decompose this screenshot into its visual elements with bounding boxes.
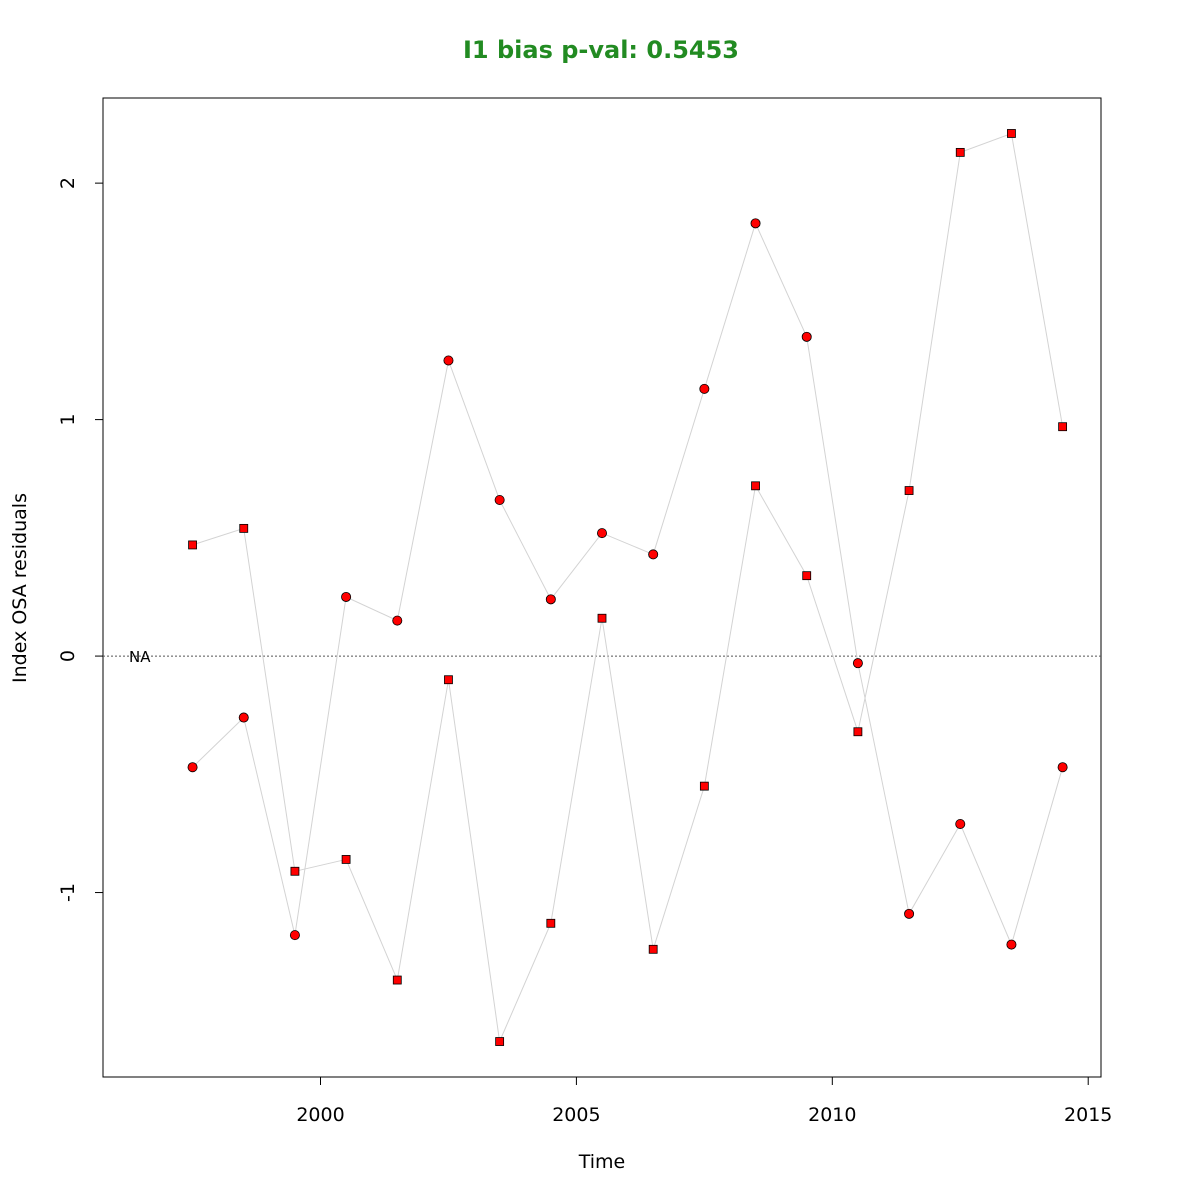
- x-tick-label: 2005: [552, 1104, 600, 1126]
- data-point-circle: [341, 591, 352, 602]
- x-tick-label: 2010: [808, 1104, 856, 1126]
- connector-lines: [192, 132, 1064, 1044]
- data-point-square: [495, 1037, 505, 1046]
- data-point-circle: [852, 658, 863, 669]
- data-point-circle: [494, 495, 505, 506]
- data-point-square: [1007, 129, 1016, 138]
- data-point-square: [290, 866, 300, 876]
- y-tick-label: 1: [57, 414, 79, 426]
- y-axis-label: Index OSA residuals: [9, 493, 31, 683]
- data-points: [187, 129, 1068, 1046]
- data-point-circle: [289, 930, 300, 941]
- data-point-square: [955, 147, 965, 157]
- data-point-circle: [392, 615, 403, 626]
- data-point-square: [239, 523, 249, 533]
- data-point-circle: [545, 594, 556, 605]
- data-point-square: [444, 675, 453, 685]
- data-point-circle: [187, 762, 198, 773]
- data-point-circle: [955, 818, 966, 829]
- x-axis: 2000 2005 2010 2015: [296, 1076, 1112, 1126]
- x-axis-label: Time: [578, 1151, 626, 1173]
- series-2-line: [192, 221, 1064, 947]
- data-point-circle: [699, 383, 710, 394]
- data-point-circle: [648, 549, 659, 560]
- data-point-square: [392, 975, 402, 985]
- data-point-square: [751, 481, 760, 491]
- series-1-line: [192, 132, 1064, 1044]
- data-point-square: [904, 486, 914, 495]
- data-point-circle: [904, 908, 915, 919]
- y-tick-label: -1: [57, 883, 79, 902]
- data-point-circle: [801, 331, 812, 342]
- data-point-circle: [597, 528, 608, 539]
- x-tick-label: 2015: [1064, 1104, 1112, 1126]
- data-point-square: [341, 855, 351, 864]
- data-point-square: [1058, 422, 1068, 432]
- x-tick-label: 2000: [296, 1104, 344, 1126]
- data-point-square: [802, 571, 812, 581]
- data-point-square: [853, 727, 863, 737]
- data-point-square: [188, 540, 197, 550]
- data-point-circle: [1057, 762, 1068, 773]
- data-point-circle: [238, 712, 249, 723]
- data-point-circle: [750, 218, 761, 229]
- data-point-square: [546, 918, 556, 928]
- data-point-circle: [1006, 939, 1017, 950]
- chart-title: I1 bias p-val: 0.5453: [463, 36, 739, 64]
- na-label: NA: [129, 648, 151, 666]
- data-point-circle: [443, 355, 454, 366]
- data-point-square: [597, 613, 607, 623]
- y-axis: -1 0 1 2: [57, 177, 104, 902]
- data-point-square: [699, 781, 709, 791]
- data-point-square: [648, 944, 658, 954]
- y-tick-label: 2: [57, 177, 79, 189]
- y-tick-label: 0: [57, 650, 79, 662]
